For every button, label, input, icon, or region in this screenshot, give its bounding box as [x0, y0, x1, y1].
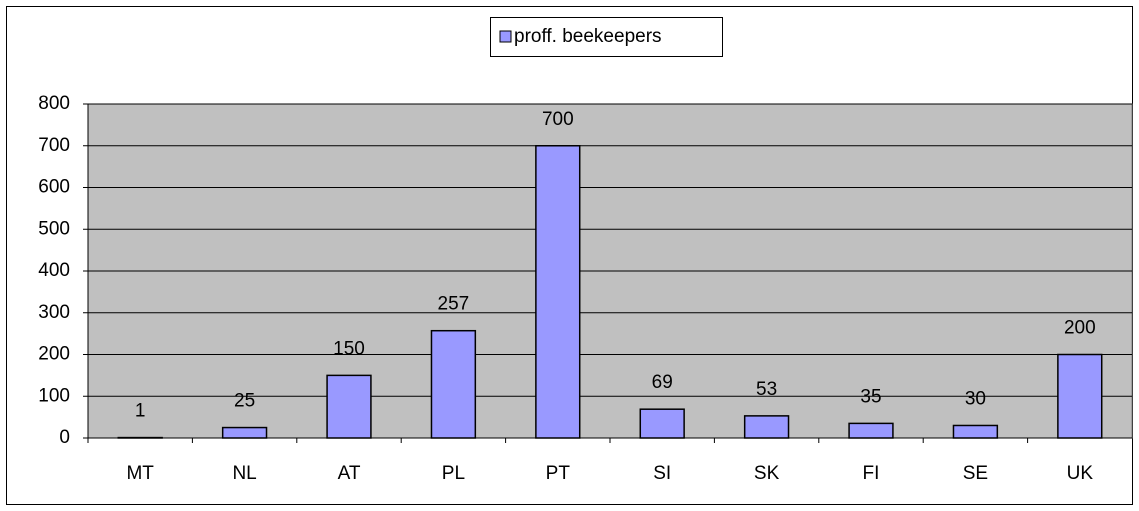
data-label: 25 — [234, 391, 255, 412]
y-tick-label: 100 — [38, 385, 70, 406]
y-tick-label: 400 — [38, 260, 70, 281]
data-label: 200 — [1064, 318, 1096, 339]
data-label: 150 — [333, 338, 365, 359]
bar — [326, 374, 372, 439]
y-tick-label: 600 — [38, 177, 70, 198]
bar — [639, 408, 685, 439]
data-label: 257 — [438, 294, 470, 315]
bar — [743, 415, 790, 439]
y-tick-label: 200 — [38, 344, 70, 365]
x-tick-label: SE — [963, 463, 988, 484]
x-tick-label: SK — [754, 463, 780, 484]
data-label: 30 — [965, 388, 986, 409]
x-tick-label: PL — [442, 463, 465, 484]
legend-swatch — [499, 30, 512, 43]
x-tick-label: SI — [653, 463, 671, 484]
x-tick-label: MT — [126, 463, 154, 484]
legend-box — [490, 17, 723, 57]
y-tick-label: 800 — [38, 93, 70, 114]
x-tick-label: UK — [1067, 463, 1094, 484]
y-tick-label: 300 — [38, 302, 70, 323]
bar — [221, 426, 268, 439]
y-tick-label: 0 — [59, 427, 70, 448]
x-tick-label: PT — [546, 463, 571, 484]
data-label: 1 — [135, 401, 146, 422]
y-tick-label: 500 — [38, 218, 70, 239]
y-tick-label: 700 — [38, 135, 70, 156]
data-label: 53 — [756, 379, 777, 400]
bar — [1057, 353, 1103, 439]
legend-label: proff. beekeepers — [514, 26, 662, 47]
data-label: 35 — [860, 386, 881, 407]
data-label: 69 — [652, 372, 673, 393]
bar — [535, 145, 581, 439]
bar — [952, 424, 999, 439]
x-tick-label: NL — [232, 463, 256, 484]
data-label: 700 — [542, 109, 574, 130]
x-tick-label: AT — [338, 463, 361, 484]
bar — [430, 329, 477, 439]
x-tick-label: FI — [863, 463, 880, 484]
bar — [848, 422, 894, 439]
